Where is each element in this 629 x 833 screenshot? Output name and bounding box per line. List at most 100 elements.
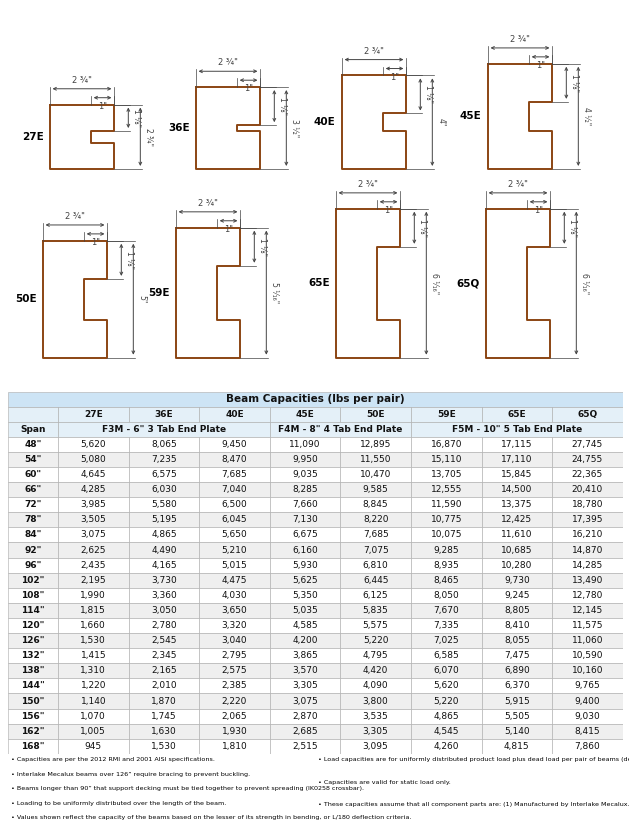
Bar [340, 436, 411, 451]
Text: 3,075: 3,075 [292, 696, 318, 706]
Bar [340, 512, 411, 527]
Text: 102": 102" [21, 576, 45, 585]
Text: 108": 108" [21, 591, 45, 600]
Bar [340, 693, 411, 709]
Bar [270, 709, 340, 724]
Text: 7,075: 7,075 [363, 546, 389, 555]
Text: 9,285: 9,285 [433, 546, 459, 555]
Bar [482, 739, 552, 754]
Bar [58, 709, 128, 724]
Text: 4,865: 4,865 [151, 531, 177, 540]
Bar [552, 436, 623, 451]
Bar [411, 512, 482, 527]
Text: 3,535: 3,535 [363, 711, 389, 721]
Bar [8, 588, 58, 603]
Bar [270, 588, 340, 603]
Text: 5,015: 5,015 [221, 561, 247, 570]
Bar [482, 436, 552, 451]
Text: 2,195: 2,195 [81, 576, 106, 585]
Text: 5,035: 5,035 [292, 606, 318, 615]
Bar [58, 724, 128, 739]
Text: 65E: 65E [508, 410, 526, 419]
Bar [411, 648, 482, 663]
Text: 1 ⅛": 1 ⅛" [569, 219, 577, 237]
Text: 8,465: 8,465 [433, 576, 459, 585]
Text: 8,935: 8,935 [433, 561, 459, 570]
Bar [270, 542, 340, 557]
Bar [270, 512, 340, 527]
Text: 4,645: 4,645 [81, 470, 106, 479]
Bar [552, 724, 623, 739]
Text: 2,780: 2,780 [151, 621, 177, 630]
Text: 1 ⅛": 1 ⅛" [571, 74, 579, 92]
Text: 11,060: 11,060 [572, 636, 603, 645]
Text: 1": 1" [390, 72, 399, 82]
Text: 5,080: 5,080 [81, 455, 106, 464]
Bar [8, 633, 58, 648]
Text: F5M - 10" 5 Tab End Plate: F5M - 10" 5 Tab End Plate [452, 425, 582, 434]
Bar [199, 724, 270, 739]
Text: 8,805: 8,805 [504, 606, 530, 615]
Text: • Values shown reflect the capacity of the beams based on the lesser of its stre: • Values shown reflect the capacity of t… [11, 815, 411, 820]
Bar [340, 451, 411, 467]
Bar [340, 648, 411, 663]
Text: 15,110: 15,110 [430, 455, 462, 464]
Text: 4 ½": 4 ½" [582, 107, 591, 126]
Text: 8,845: 8,845 [363, 501, 389, 509]
Bar [199, 663, 270, 678]
Text: 9,400: 9,400 [575, 696, 600, 706]
Text: 3,305: 3,305 [292, 681, 318, 691]
Text: • Beams longer than 90” that support decking must be tied together to prevent sp: • Beams longer than 90” that support dec… [11, 786, 364, 791]
Text: 2,625: 2,625 [81, 546, 106, 555]
Text: 2,065: 2,065 [221, 711, 247, 721]
Text: 168": 168" [21, 742, 45, 751]
Text: 4,260: 4,260 [433, 742, 459, 751]
Text: 3,730: 3,730 [151, 576, 177, 585]
Text: 17,395: 17,395 [572, 516, 603, 524]
Bar [58, 693, 128, 709]
Text: 7,025: 7,025 [433, 636, 459, 645]
Bar [552, 739, 623, 754]
Text: 1,810: 1,810 [221, 742, 247, 751]
Text: 4,030: 4,030 [221, 591, 247, 600]
Text: 45E: 45E [296, 410, 314, 419]
Bar [270, 407, 340, 421]
Bar [8, 421, 58, 436]
Bar [8, 451, 58, 467]
Bar [128, 527, 199, 542]
Bar [8, 618, 58, 633]
Text: 5,505: 5,505 [504, 711, 530, 721]
Bar [482, 633, 552, 648]
Text: 59E: 59E [437, 410, 455, 419]
Bar [482, 678, 552, 693]
Text: 132": 132" [21, 651, 45, 661]
Text: 1": 1" [91, 238, 100, 247]
Text: 9,585: 9,585 [363, 485, 389, 494]
Bar [199, 512, 270, 527]
Text: 1,745: 1,745 [151, 711, 177, 721]
Text: 7,335: 7,335 [433, 621, 459, 630]
Bar [128, 573, 199, 588]
Bar [482, 724, 552, 739]
Text: 84": 84" [24, 531, 42, 540]
Bar [340, 542, 411, 557]
Text: 10,280: 10,280 [501, 561, 533, 570]
Bar [482, 603, 552, 618]
Text: 16,870: 16,870 [430, 440, 462, 449]
Text: 7,860: 7,860 [574, 742, 600, 751]
Bar [199, 709, 270, 724]
Text: 10,685: 10,685 [501, 546, 533, 555]
Text: 2 ¾": 2 ¾" [358, 180, 378, 189]
Bar [340, 527, 411, 542]
Text: 4,420: 4,420 [363, 666, 388, 676]
Bar [270, 436, 340, 451]
Text: 5,575: 5,575 [363, 621, 389, 630]
Bar [270, 739, 340, 754]
Bar [482, 527, 552, 542]
Text: 3,800: 3,800 [363, 696, 389, 706]
Text: 11,610: 11,610 [501, 531, 533, 540]
Text: 1": 1" [98, 102, 107, 111]
Bar [58, 739, 128, 754]
Text: 5,835: 5,835 [363, 606, 389, 615]
Text: 50E: 50E [15, 294, 36, 304]
